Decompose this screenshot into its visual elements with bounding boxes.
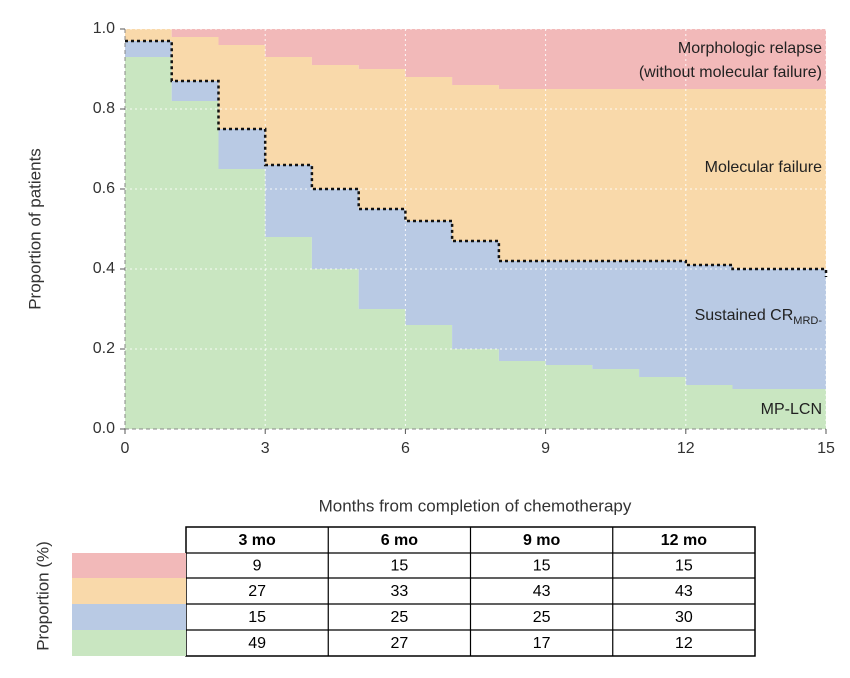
- y-tick-label: 0.8: [93, 100, 115, 117]
- x-tick-label: 0: [121, 440, 130, 457]
- y-tick-label: 0.2: [93, 340, 115, 357]
- series-label: Sustained CRMRD-: [695, 307, 823, 327]
- area: [125, 29, 826, 277]
- table-cell: 25: [390, 609, 408, 626]
- series-note: (without molecular failure): [639, 64, 822, 81]
- table-header: 3 mo: [238, 532, 276, 549]
- table-cell: 12: [675, 635, 693, 652]
- y-tick-label: 0.4: [93, 260, 115, 277]
- area: [125, 57, 826, 429]
- series-name: MP-LCN: [761, 401, 822, 418]
- area: [125, 41, 826, 393]
- table-cell: 15: [248, 609, 266, 626]
- table-cell: 25: [533, 609, 551, 626]
- table-header: 6 mo: [381, 532, 419, 549]
- series-name-sub: MRD-: [793, 315, 822, 327]
- table-cell: 27: [248, 583, 266, 600]
- series-name: Morphologic relapse: [678, 40, 822, 57]
- series-label: Molecular failure: [705, 159, 822, 176]
- x-tick-label: 9: [541, 440, 550, 457]
- table-cell: 30: [675, 609, 693, 626]
- table-cell: 17: [533, 635, 551, 652]
- x-axis-label: Months from completion of chemotherapy: [319, 496, 632, 515]
- table-cell: 43: [533, 583, 551, 600]
- y-tick-label: 0.0: [93, 420, 115, 437]
- table-cell: 15: [675, 558, 693, 575]
- table-cell: 15: [390, 558, 408, 575]
- table-cell: 43: [675, 583, 693, 600]
- series-name: Molecular failure: [705, 159, 822, 176]
- series-label: Morphologic relapse: [678, 40, 822, 57]
- table-swatch: [72, 630, 186, 656]
- series-label: MP-LCN: [761, 401, 822, 418]
- table-cell: 15: [533, 558, 551, 575]
- y-tick-label: 1.0: [93, 20, 115, 37]
- x-tick-label: 12: [677, 440, 695, 457]
- x-tick-label: 3: [261, 440, 270, 457]
- x-tick-label: 6: [401, 440, 410, 457]
- table-swatch: [72, 604, 186, 630]
- table-swatch: [72, 553, 186, 578]
- table-cell: 9: [253, 558, 262, 575]
- y-tick-label: 0.6: [93, 180, 115, 197]
- table-header: 12 mo: [661, 532, 707, 549]
- x-tick-label: 15: [817, 440, 835, 457]
- table-cell: 33: [390, 583, 408, 600]
- table-cell: 49: [248, 635, 266, 652]
- area: [125, 29, 826, 89]
- table-y-label: Proportion (%): [33, 541, 52, 651]
- table-swatch: [72, 578, 186, 604]
- table-header: 9 mo: [523, 532, 561, 549]
- series-name: Sustained CR: [695, 307, 794, 324]
- y-axis-label: Proportion of patients: [25, 148, 44, 310]
- table-cell: 27: [390, 635, 408, 652]
